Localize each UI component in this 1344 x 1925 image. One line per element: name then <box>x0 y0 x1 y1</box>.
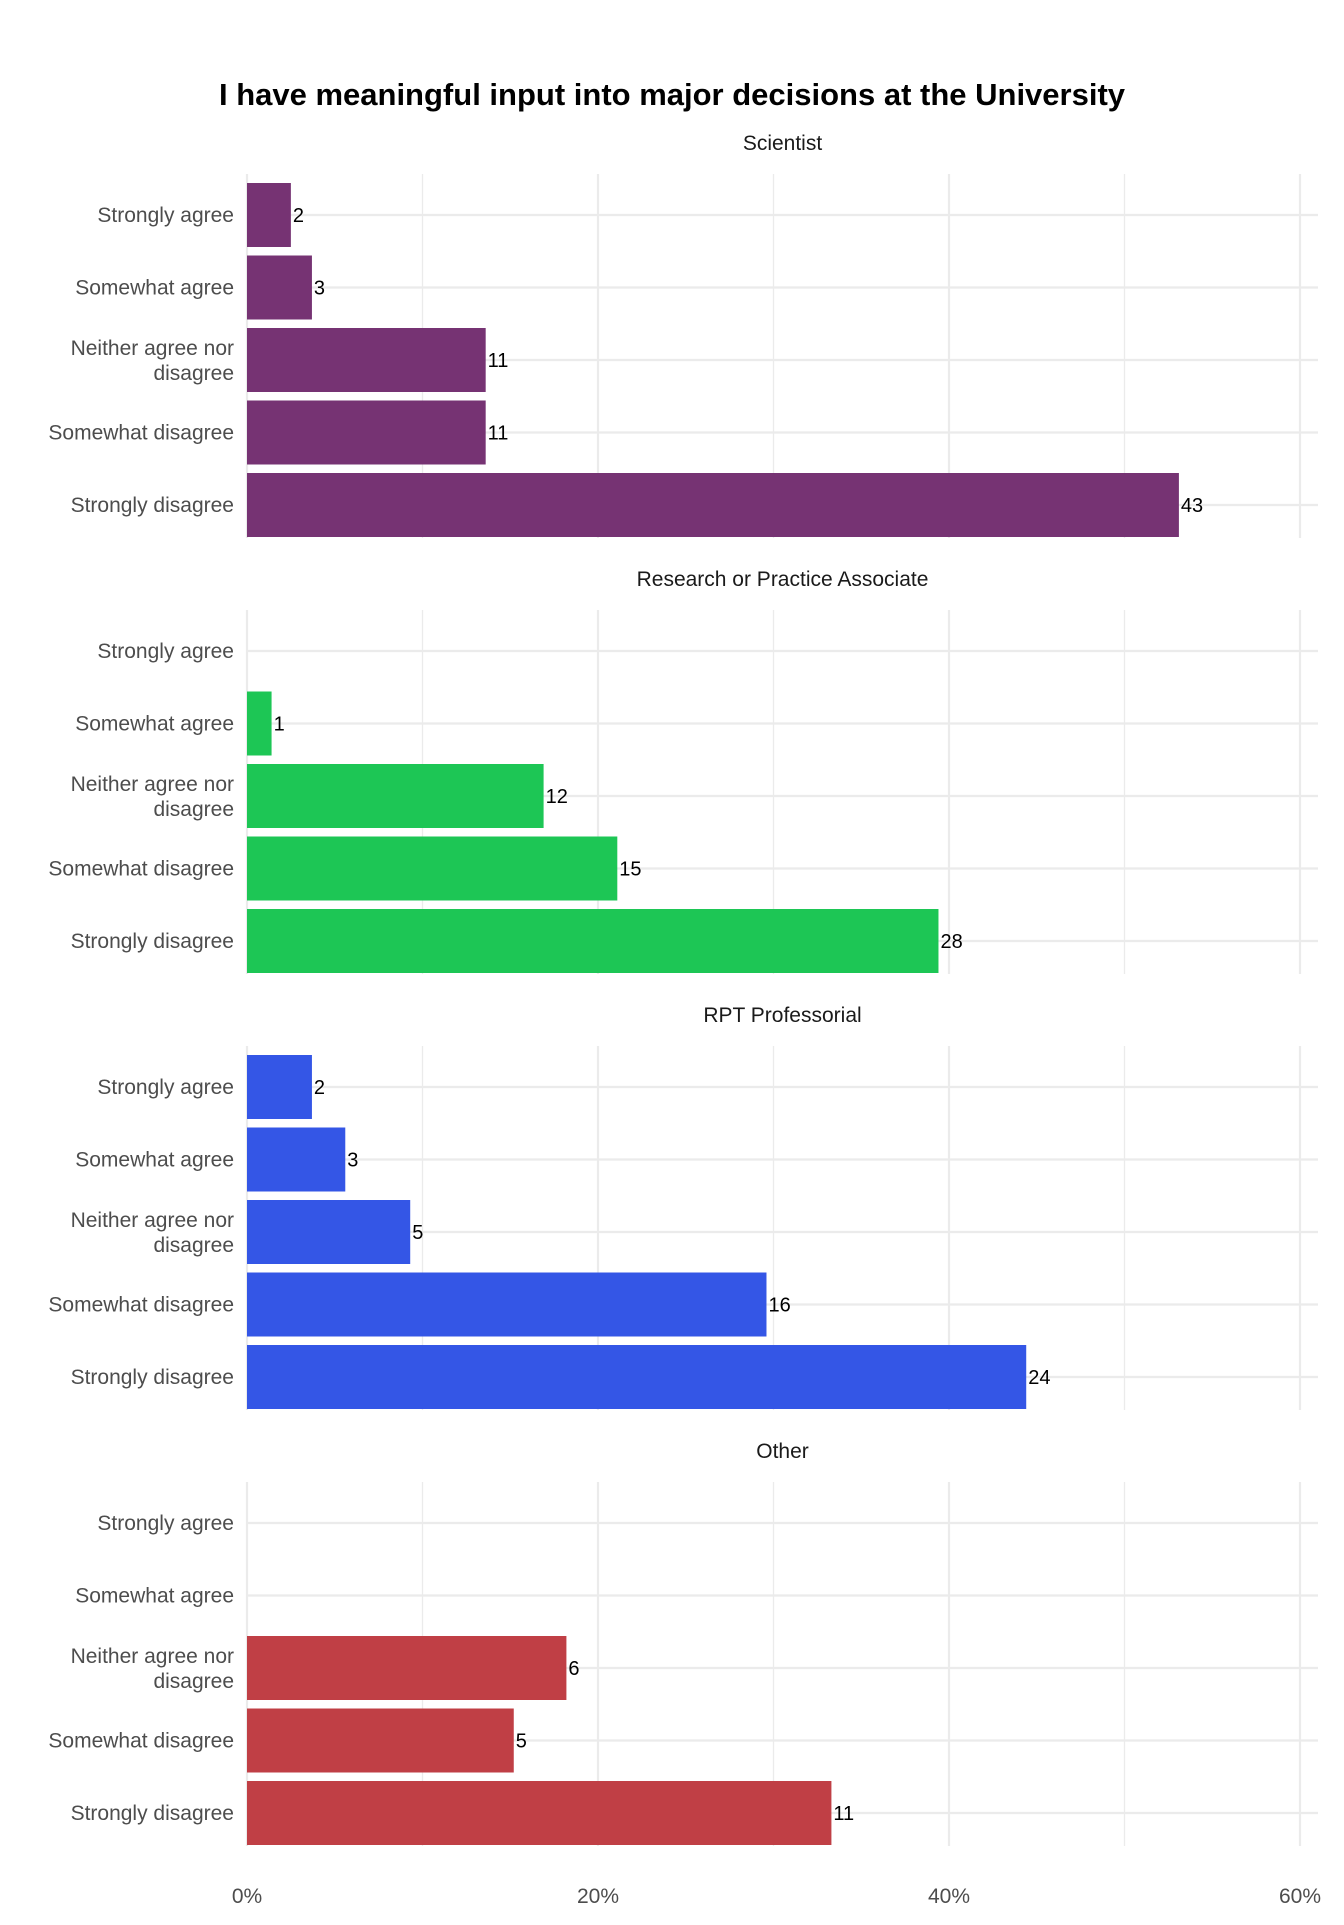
category-label-line: Somewhat agree <box>75 277 234 300</box>
category-label: Neither agree nor disagree <box>71 773 234 821</box>
category-label: Somewhat disagree <box>48 422 234 445</box>
data-label: 11 <box>488 423 509 445</box>
category-label-line: Strongly disagree <box>71 1366 234 1389</box>
data-label: 6 <box>568 1658 579 1680</box>
category-label-line: disagree <box>153 1670 234 1693</box>
category-label: Neither agree nor disagree <box>71 1209 234 1257</box>
bar <box>247 1781 832 1845</box>
category-label-line: Neither agree nor <box>71 773 234 796</box>
bar <box>247 328 486 392</box>
category-label: Somewhat disagree <box>48 858 234 881</box>
bar <box>247 909 939 973</box>
category-label-line: Neither agree nor <box>71 337 234 360</box>
bar <box>247 1200 411 1264</box>
bar <box>247 1636 567 1700</box>
panel-scientist: Scientist Strongly agree 2 Somewhat agree 3 N… <box>48 132 1318 538</box>
data-label: 2 <box>293 205 304 227</box>
category-label: Strongly disagree <box>71 494 234 517</box>
bar <box>247 764 544 828</box>
category-label: Somewhat disagree <box>48 1730 234 1753</box>
data-label: 28 <box>940 931 962 953</box>
data-label: 5 <box>516 1731 527 1753</box>
category-label: Neither agree nor disagree <box>71 1645 234 1693</box>
category-label: Strongly disagree <box>71 1802 234 1825</box>
bar <box>247 1272 767 1337</box>
category-label-line: Somewhat disagree <box>48 1294 234 1317</box>
category-label-line: Neither agree nor <box>71 1645 234 1668</box>
x-axis: 0% 20% 40% 60% <box>232 1885 1321 1908</box>
category-label-line: disagree <box>153 362 234 385</box>
bar <box>247 1055 312 1119</box>
bar <box>247 473 1179 537</box>
category-label: Somewhat agree <box>75 1585 234 1608</box>
category-label-line: Strongly agree <box>97 1076 234 1099</box>
bar <box>247 691 272 756</box>
category-label-line: disagree <box>153 1234 234 1257</box>
category-label-line: disagree <box>153 798 234 821</box>
data-label: 1 <box>274 714 285 736</box>
category-label: Somewhat agree <box>75 713 234 736</box>
x-tick-label: 20% <box>577 1885 619 1908</box>
category-label-line: Somewhat agree <box>75 713 234 736</box>
panel-title: RPT Professorial <box>703 1004 861 1027</box>
category-label-line: Strongly disagree <box>71 494 234 517</box>
data-label: 15 <box>619 859 641 881</box>
data-label: 43 <box>1181 495 1203 517</box>
bar <box>247 1127 346 1192</box>
data-label: 16 <box>768 1295 790 1317</box>
data-label: 3 <box>347 1150 358 1172</box>
data-label: 2 <box>314 1077 325 1099</box>
category-label-line: Somewhat disagree <box>48 858 234 881</box>
category-label: Strongly agree <box>97 1512 234 1535</box>
category-label: Somewhat agree <box>75 1149 234 1172</box>
category-label-line: Neither agree nor <box>71 1209 234 1232</box>
data-label: 12 <box>546 786 568 808</box>
data-label: 11 <box>488 350 509 372</box>
panel-rpt-professorial: RPT Professorial Strongly agree 2 Somewhat … <box>48 1004 1318 1410</box>
chart-title: I have meaningful input into major decis… <box>219 77 1126 112</box>
category-label: Somewhat disagree <box>48 1294 234 1317</box>
panel-research-or-practice-associate: Research or Practice Associate Strongly a… <box>48 568 1318 974</box>
category-label-line: Strongly agree <box>97 204 234 227</box>
category-label: Strongly disagree <box>71 930 234 953</box>
panel-title: Scientist <box>743 132 823 155</box>
category-label: Neither agree nor disagree <box>71 337 234 385</box>
data-label: 3 <box>314 278 325 300</box>
category-label: Strongly agree <box>97 204 234 227</box>
category-label-line: Strongly disagree <box>71 1802 234 1825</box>
category-label-line: Somewhat agree <box>75 1585 234 1608</box>
category-label: Strongly agree <box>97 640 234 663</box>
panel-title: Other <box>756 1440 809 1463</box>
category-label: Strongly agree <box>97 1076 234 1099</box>
panel-other: Other Strongly agree Somewhat agree Neither… <box>48 1440 1318 1846</box>
panel-title: Research or Practice Associate <box>637 568 929 591</box>
bar <box>247 836 618 901</box>
category-label: Somewhat agree <box>75 277 234 300</box>
x-tick-label: 40% <box>928 1885 970 1908</box>
category-label-line: Strongly disagree <box>71 930 234 953</box>
category-label-line: Somewhat agree <box>75 1149 234 1172</box>
x-tick-label: 60% <box>1279 1885 1321 1908</box>
bar <box>247 183 291 247</box>
category-label: Strongly disagree <box>71 1366 234 1389</box>
chart-panels: Scientist Strongly agree 2 Somewhat agree 3 N… <box>48 132 1318 1846</box>
bar <box>247 400 486 465</box>
bar <box>247 1345 1027 1409</box>
category-label-line: Strongly agree <box>97 640 234 663</box>
category-label-line: Strongly agree <box>97 1512 234 1535</box>
data-label: 24 <box>1028 1367 1050 1389</box>
data-label: 11 <box>833 1803 854 1825</box>
bar <box>247 255 312 320</box>
category-label-line: Somewhat disagree <box>48 422 234 445</box>
data-label: 5 <box>412 1222 423 1244</box>
category-label-line: Somewhat disagree <box>48 1730 234 1753</box>
bar <box>247 1708 514 1773</box>
x-tick-label: 0% <box>232 1885 262 1908</box>
